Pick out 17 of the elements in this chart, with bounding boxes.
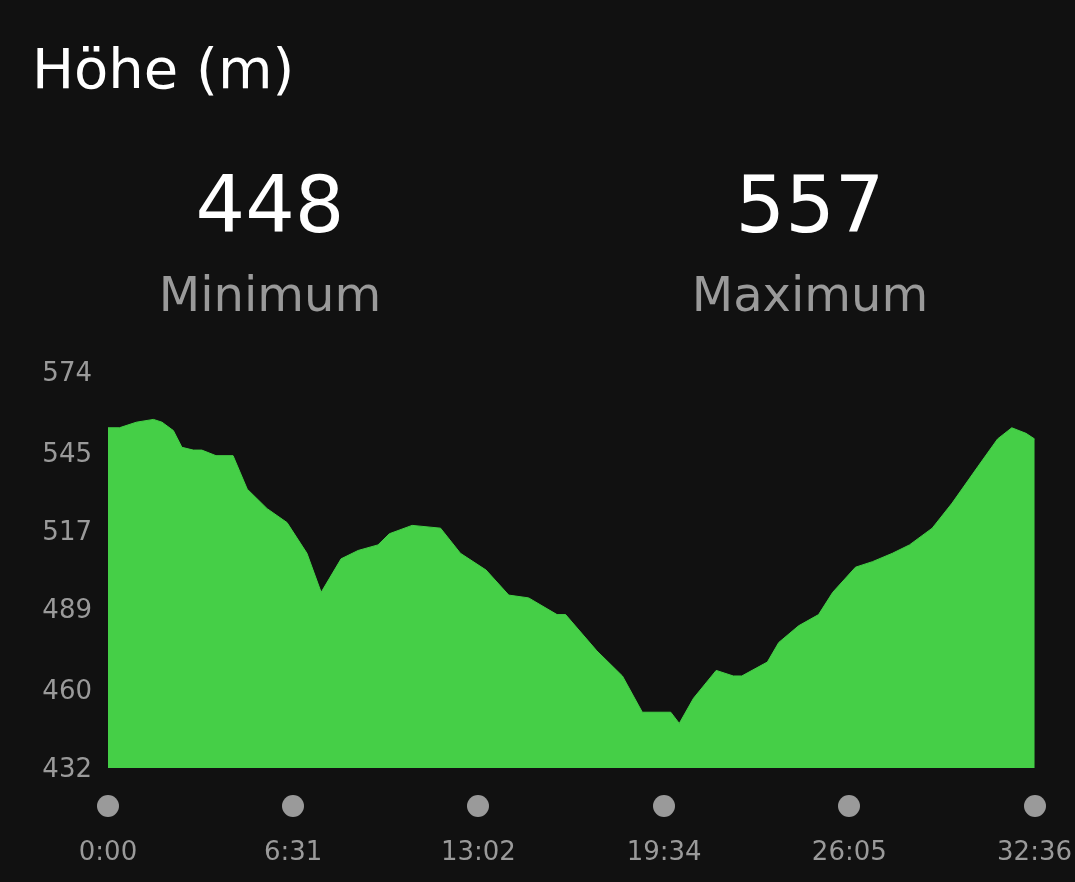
x-tick-label: 13:02 [440,836,516,866]
y-tick-label: 574 [42,357,92,387]
x-tick-label: 19:34 [626,836,702,866]
text: 448 [194,160,346,250]
text: Minimum [157,266,383,322]
y-tick-label: 460 [42,674,92,705]
text: Maximum [690,266,930,322]
chart-title: Höhe (m) [32,36,295,101]
y-tick-label: 517 [42,515,92,546]
x-tick-label: 26:05 [811,836,887,866]
x-tick-label: 0:00 [78,836,138,866]
y-tick-label: 545 [42,437,92,468]
y-tick-label: 489 [42,594,92,625]
text: 557 [734,160,886,250]
y-tick-label: 432 [42,753,92,783]
x-tick-label: 32:36 [997,836,1072,866]
x-tick-label: 6:31 [264,836,323,866]
